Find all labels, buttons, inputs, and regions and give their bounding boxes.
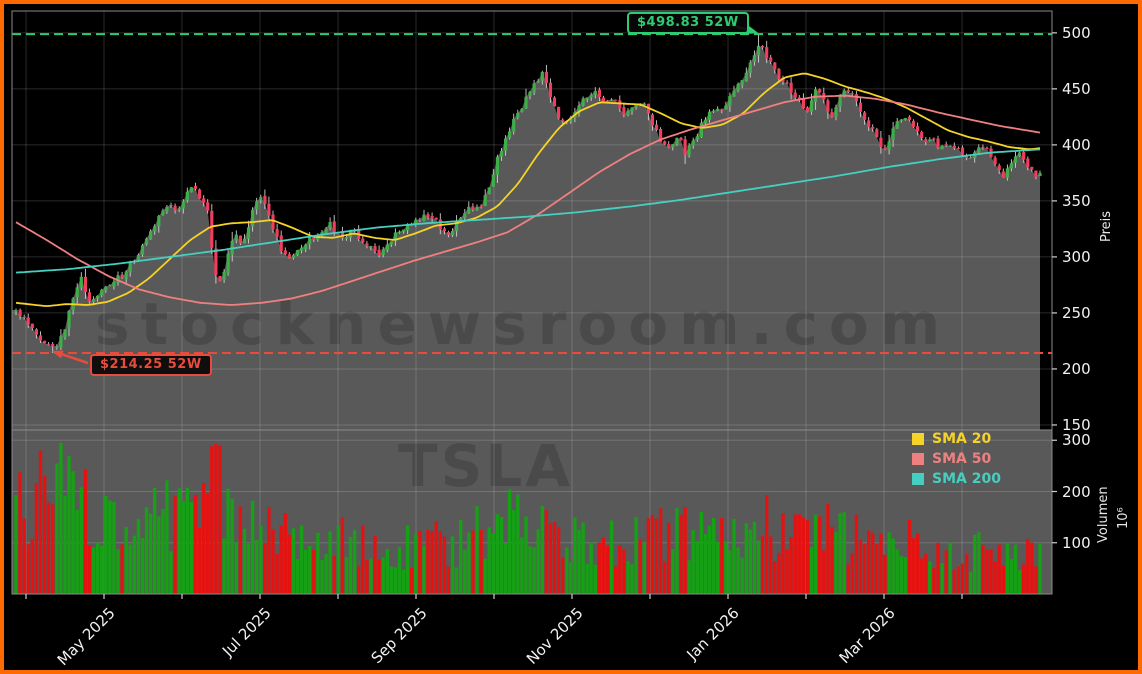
price-tick-label: 400 bbox=[1062, 135, 1091, 154]
site-watermark: stocknewsroom.com bbox=[95, 290, 951, 358]
price-tick-label: 150 bbox=[1062, 415, 1091, 434]
legend-swatch-icon bbox=[912, 453, 924, 465]
price-tick-label: 300 bbox=[1062, 247, 1091, 266]
volume-bars-layer bbox=[14, 442, 1042, 594]
candles-layer bbox=[14, 34, 1042, 353]
price-tick-label: 250 bbox=[1062, 303, 1091, 322]
high-52w-annotation: $498.83 52W bbox=[627, 12, 749, 34]
legend-item: SMA 200 bbox=[912, 471, 1001, 487]
legend-swatch-icon bbox=[912, 473, 924, 485]
volume-tick-label: 300 bbox=[1062, 431, 1091, 450]
price-axis-title: Preis bbox=[1099, 210, 1114, 242]
legend-label: SMA 50 bbox=[932, 451, 992, 467]
gridlines-layer bbox=[12, 11, 1052, 594]
sma-lines-layer bbox=[15, 72, 1041, 307]
volume-axis-title: Volumen bbox=[1096, 486, 1111, 543]
low-52w-annotation: $214.25 52W bbox=[90, 354, 212, 376]
volume-axis-unit: 10⁶ bbox=[1116, 507, 1131, 529]
legend-item: SMA 50 bbox=[912, 451, 1001, 467]
legend-label: SMA 200 bbox=[932, 471, 1001, 487]
price-tick-label: 500 bbox=[1062, 23, 1091, 42]
price-tick-label: 200 bbox=[1062, 359, 1091, 378]
price-tick-label: 350 bbox=[1062, 191, 1091, 210]
legend-item: SMA 20 bbox=[912, 431, 1001, 447]
volume-tick-label: 200 bbox=[1062, 482, 1091, 501]
price-tick-label: 450 bbox=[1062, 79, 1091, 98]
symbol-watermark: TSLA bbox=[398, 432, 573, 500]
legend-swatch-icon bbox=[912, 433, 924, 445]
axes-spines-layer bbox=[11, 10, 1057, 599]
sma-legend: SMA 20 SMA 50 SMA 200 bbox=[912, 431, 1001, 487]
volume-tick-label: 100 bbox=[1062, 533, 1091, 552]
legend-label: SMA 20 bbox=[932, 431, 992, 447]
